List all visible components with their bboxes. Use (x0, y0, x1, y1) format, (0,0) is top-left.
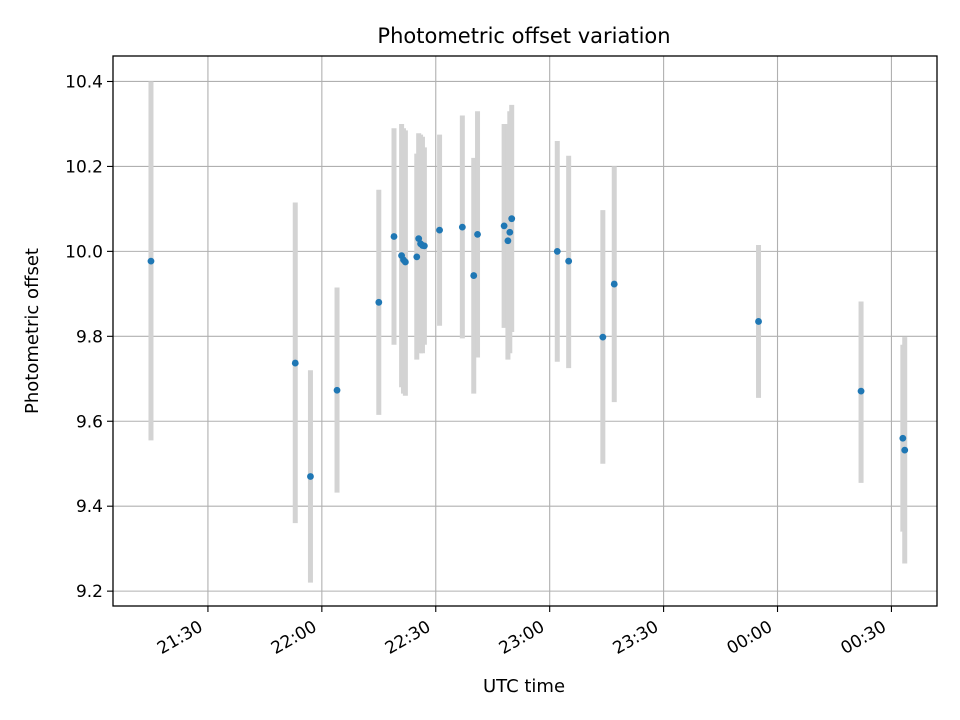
y-tick-label: 10.0 (65, 242, 103, 262)
data-point (610, 280, 618, 288)
data-point (401, 258, 409, 266)
data-point (504, 237, 512, 245)
data-point (420, 242, 428, 250)
chart-title: Photometric offset variation (377, 24, 670, 48)
data-point (147, 257, 155, 265)
data-point (458, 223, 466, 231)
plot-frame (112, 55, 938, 607)
data-point (500, 222, 508, 230)
y-tick-label: 9.6 (76, 412, 103, 432)
data-point (599, 333, 607, 341)
y-axis-ticks: 9.2 9.4 9.6 9.8 10.0 10.2 10.4 (65, 72, 113, 602)
y-tick-label: 10.4 (65, 72, 103, 92)
data-point (755, 318, 762, 325)
y-tick-label: 9.4 (76, 497, 103, 517)
data-point (901, 446, 909, 454)
data-point (474, 230, 481, 238)
data-point (506, 228, 514, 236)
data-point (415, 235, 423, 243)
y-tick-label: 9.2 (76, 582, 103, 602)
y-axis-label: Photometric offset (22, 248, 43, 414)
data-point (390, 233, 398, 240)
data-point (436, 226, 443, 234)
data-point (508, 215, 516, 223)
data-point (565, 257, 573, 265)
data-point (375, 298, 383, 306)
data-point (413, 253, 421, 261)
data-point (857, 387, 865, 395)
y-tick-label: 9.8 (76, 327, 103, 347)
x-axis-label: UTC time (483, 676, 565, 697)
grid (113, 56, 937, 606)
data-point (553, 247, 561, 255)
y-tick-label: 10.2 (65, 157, 103, 177)
data-point (333, 386, 341, 394)
data-point (899, 434, 907, 442)
data-point (291, 359, 299, 367)
data-points (147, 215, 909, 480)
data-point (307, 473, 314, 480)
data-point (470, 272, 478, 279)
